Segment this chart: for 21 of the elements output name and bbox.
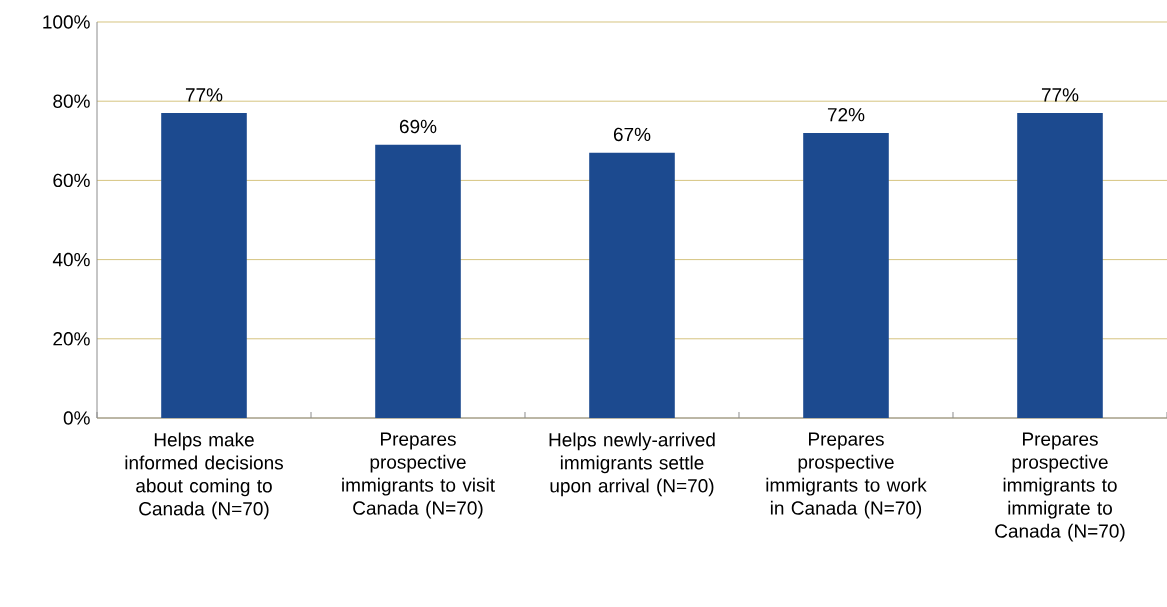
data-label: 69%: [399, 119, 437, 134]
bar: [803, 132, 889, 418]
data-label: 77%: [185, 88, 223, 102]
x-tick-label: Helps newly-arrived immigrants settle upon arrival (N=70): [549, 432, 715, 497]
y-tick-label: 0%: [63, 411, 90, 425]
data-label: 72%: [827, 107, 865, 122]
x-tick-label: Helps make informed decisions about coming to Canada (N=70): [125, 432, 284, 520]
bar: [589, 152, 675, 418]
data-label: 77%: [1041, 88, 1079, 102]
data-label: 67%: [613, 127, 651, 142]
y-tick-label: 80%: [53, 94, 90, 108]
bar: [375, 144, 461, 418]
bar: [161, 113, 247, 418]
y-tick-label: 100%: [43, 15, 90, 29]
x-tick-label: Prepares prospective immigrants to immigrate to Canada (N=70): [995, 432, 1125, 542]
y-tick-label: 60%: [53, 173, 90, 188]
y-tick-label: 20%: [53, 332, 90, 346]
bar: [1017, 113, 1103, 418]
x-tick-label: Prepares prospective immigrants to work in Canada (N=70): [766, 432, 927, 519]
y-tick-label: 40%: [52, 252, 90, 267]
x-tick-label: Prepares prospective immigrants to visit Canada (N=70): [342, 432, 495, 519]
